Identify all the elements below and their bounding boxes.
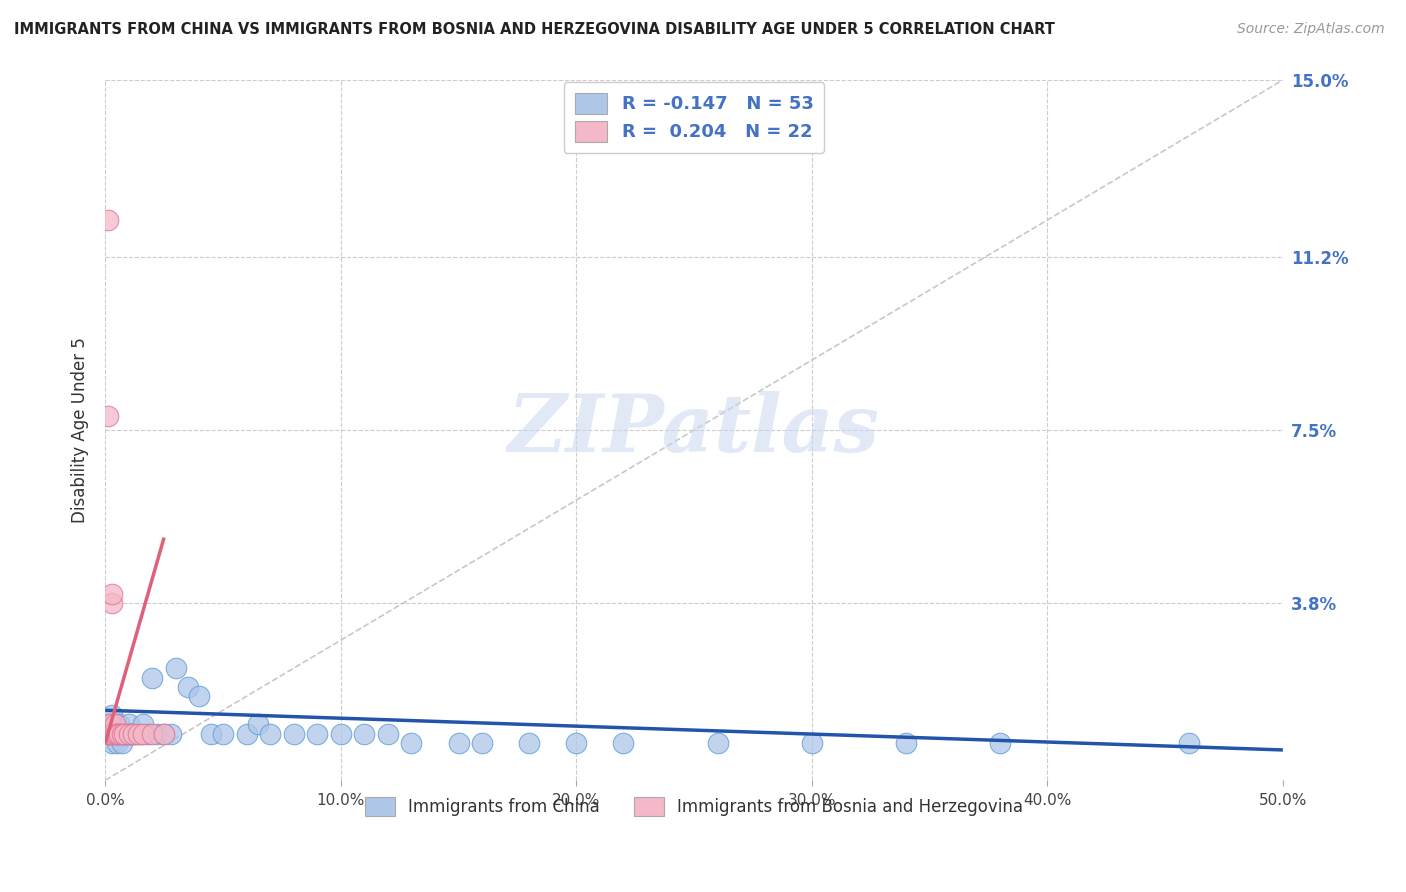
Point bbox=[112, 726, 135, 740]
Point bbox=[153, 726, 176, 740]
Point bbox=[98, 726, 121, 740]
Text: Source: ZipAtlas.com: Source: ZipAtlas.com bbox=[1237, 22, 1385, 37]
Point bbox=[401, 736, 423, 750]
Point bbox=[307, 726, 329, 740]
Point bbox=[988, 736, 1011, 750]
Point bbox=[118, 726, 141, 740]
Point bbox=[132, 726, 155, 740]
Point bbox=[127, 726, 149, 740]
Point bbox=[377, 726, 399, 740]
Legend: Immigrants from China, Immigrants from Bosnia and Herzegovina: Immigrants from China, Immigrants from B… bbox=[357, 789, 1031, 824]
Point bbox=[188, 690, 211, 704]
Point bbox=[112, 726, 135, 740]
Point bbox=[247, 717, 270, 731]
Point bbox=[141, 671, 163, 685]
Point bbox=[97, 409, 120, 424]
Point bbox=[125, 726, 148, 740]
Point bbox=[105, 726, 128, 740]
Point bbox=[565, 736, 588, 750]
Point bbox=[101, 707, 124, 722]
Point bbox=[612, 736, 634, 750]
Point bbox=[97, 726, 120, 740]
Point bbox=[200, 726, 222, 740]
Point bbox=[101, 736, 124, 750]
Point bbox=[101, 726, 124, 740]
Point bbox=[105, 726, 128, 740]
Point bbox=[98, 717, 121, 731]
Point bbox=[97, 213, 120, 227]
Point bbox=[122, 726, 145, 740]
Point bbox=[105, 726, 128, 740]
Point bbox=[97, 726, 120, 740]
Point bbox=[108, 726, 131, 740]
Point bbox=[176, 680, 198, 694]
Point bbox=[101, 596, 124, 610]
Point bbox=[111, 736, 134, 750]
Point bbox=[259, 726, 281, 740]
Point bbox=[800, 736, 823, 750]
Point bbox=[1177, 736, 1199, 750]
Point bbox=[98, 726, 121, 740]
Point bbox=[115, 726, 138, 740]
Point bbox=[104, 726, 127, 740]
Point bbox=[97, 717, 120, 731]
Point bbox=[111, 726, 134, 740]
Point bbox=[132, 717, 155, 731]
Point bbox=[447, 736, 470, 750]
Point bbox=[118, 726, 141, 740]
Point bbox=[160, 726, 183, 740]
Point bbox=[136, 726, 159, 740]
Point bbox=[141, 726, 163, 740]
Point bbox=[104, 717, 127, 731]
Point bbox=[101, 586, 124, 600]
Point bbox=[153, 726, 176, 740]
Point bbox=[120, 726, 142, 740]
Point bbox=[235, 726, 257, 740]
Point bbox=[108, 726, 131, 740]
Point bbox=[129, 726, 152, 740]
Point bbox=[98, 717, 121, 731]
Text: IMMIGRANTS FROM CHINA VS IMMIGRANTS FROM BOSNIA AND HERZEGOVINA DISABILITY AGE U: IMMIGRANTS FROM CHINA VS IMMIGRANTS FROM… bbox=[14, 22, 1054, 37]
Point bbox=[165, 661, 187, 675]
Point bbox=[104, 726, 127, 740]
Point bbox=[212, 726, 235, 740]
Point bbox=[111, 726, 134, 740]
Point bbox=[104, 717, 127, 731]
Point bbox=[517, 736, 540, 750]
Y-axis label: Disability Age Under 5: Disability Age Under 5 bbox=[72, 337, 89, 523]
Text: ZIPatlas: ZIPatlas bbox=[508, 392, 880, 469]
Point bbox=[471, 736, 494, 750]
Point bbox=[329, 726, 352, 740]
Point bbox=[353, 726, 375, 740]
Point bbox=[894, 736, 917, 750]
Point bbox=[283, 726, 305, 740]
Point bbox=[101, 726, 124, 740]
Point bbox=[98, 726, 121, 740]
Point bbox=[118, 717, 141, 731]
Point bbox=[706, 736, 728, 750]
Point bbox=[146, 726, 169, 740]
Point bbox=[108, 717, 131, 731]
Point bbox=[122, 726, 145, 740]
Point bbox=[105, 736, 128, 750]
